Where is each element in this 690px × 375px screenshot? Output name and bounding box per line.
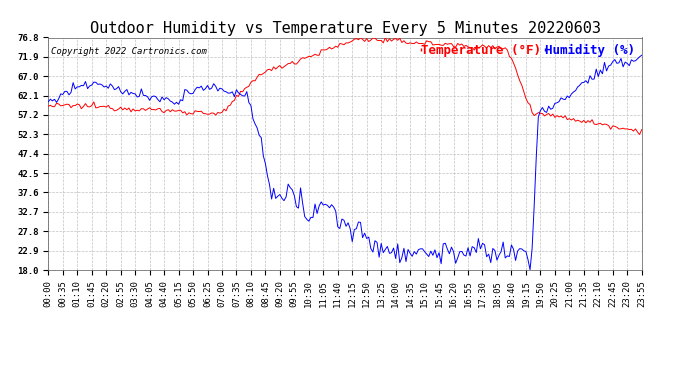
Title: Outdoor Humidity vs Temperature Every 5 Minutes 20220603: Outdoor Humidity vs Temperature Every 5 …	[90, 21, 600, 36]
Text: Copyright 2022 Cartronics.com: Copyright 2022 Cartronics.com	[51, 47, 207, 56]
Legend: Temperature (°F), Humidity (%): Temperature (°F), Humidity (%)	[416, 39, 640, 63]
